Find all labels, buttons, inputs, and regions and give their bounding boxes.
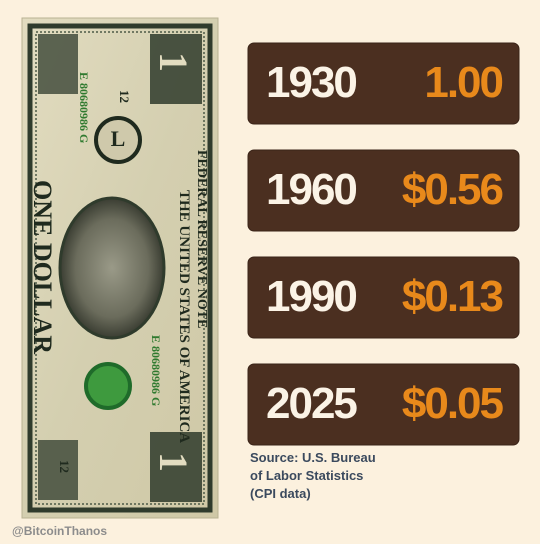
year: 1930 [266, 58, 356, 107]
dollar-bill: L FEDERAL RESERVE NOTE THE UNITED STATES… [21, 17, 219, 519]
value: 1.00 [424, 58, 502, 107]
bill-serial: E 80680986 G [149, 335, 163, 406]
district-number: 12 [117, 90, 132, 103]
black-seal [94, 116, 142, 164]
district-letter: L [111, 126, 126, 151]
row-box [247, 42, 520, 125]
bill-country: THE UNITED STATES OF AMERICA [176, 190, 192, 443]
row-box [247, 149, 520, 232]
corner-numeral: 1 [151, 452, 196, 472]
source-line: (CPI data) [250, 486, 311, 501]
corner-ornament [38, 34, 78, 94]
value: $0.13 [402, 272, 503, 321]
treasury-seal [84, 362, 132, 410]
bill-serial: E 80680986 G [77, 72, 91, 143]
source-line: of Labor Statistics [250, 468, 363, 483]
corner-ornament [150, 34, 202, 104]
corner-ornament [38, 440, 78, 500]
corner-numeral: 1 [151, 52, 196, 72]
year: 1960 [266, 165, 356, 214]
district-number: 12 [57, 460, 72, 473]
value-rows: 1930 1.00 1960 $0.56 1990 $0.13 2025 $0.05 [247, 42, 520, 446]
source-line: Source: U.S. Bureau [250, 450, 376, 465]
bill-top-text: FEDERAL RESERVE NOTE [194, 150, 209, 328]
bill-inner-border [35, 31, 205, 505]
value: $0.05 [402, 379, 504, 428]
portrait [58, 196, 166, 340]
bill-denomination: ONE DOLLAR [28, 180, 57, 354]
row-box [247, 256, 520, 339]
corner-ornament [150, 432, 202, 502]
bill-border [27, 23, 213, 513]
year: 1990 [266, 272, 356, 321]
year: 2025 [266, 379, 357, 428]
row-box [247, 363, 520, 446]
value: $0.56 [402, 165, 503, 214]
credit: @BitcoinThanos [12, 524, 107, 538]
